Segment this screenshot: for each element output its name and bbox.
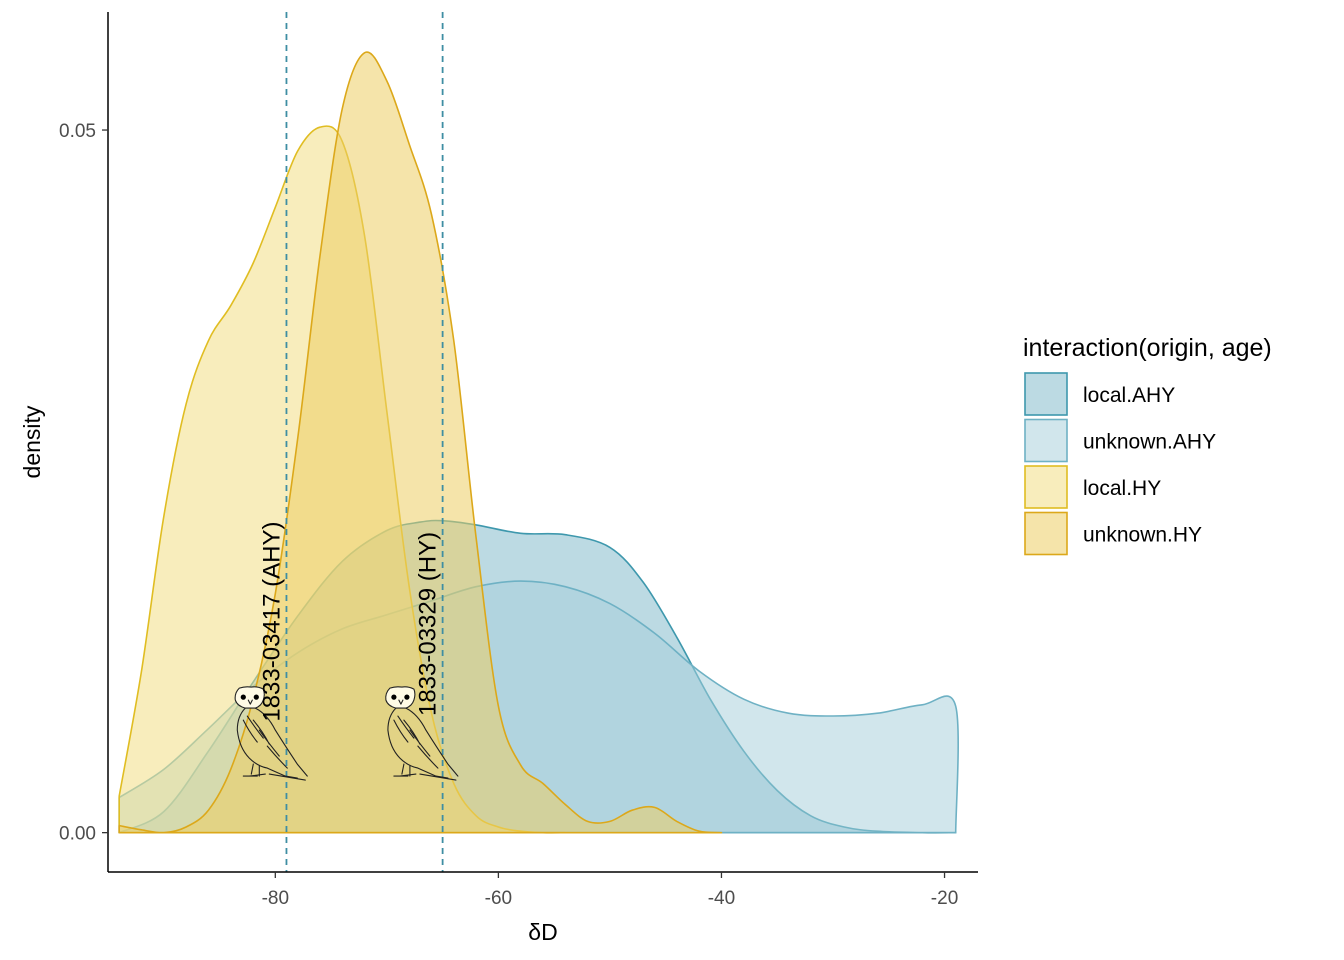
reference-lines bbox=[285, 12, 444, 872]
legend-swatch-local-ahy bbox=[1024, 372, 1068, 416]
density-areas bbox=[118, 51, 959, 834]
legend-swatch-unknown-hy bbox=[1024, 511, 1068, 556]
legend-label-unknown-hy: unknown.HY bbox=[1083, 524, 1202, 547]
legend-label-local-ahy: local.AHY bbox=[1083, 384, 1175, 407]
x-tick-label: -80 bbox=[262, 888, 289, 909]
owl-icons bbox=[234, 686, 459, 781]
legend-label-local-hy: local.HY bbox=[1083, 477, 1161, 500]
y-tick-label: 0.05 bbox=[59, 121, 96, 142]
annotation-2: 1833-03329 (HY) bbox=[415, 532, 442, 716]
annotations: 1833-03417 (AHY) 1833-03329 (HY) bbox=[258, 522, 441, 722]
legend-label-unknown-ahy: unknown.AHY bbox=[1083, 431, 1216, 454]
x-tick-label: -40 bbox=[708, 888, 735, 909]
owl-icon bbox=[385, 686, 459, 781]
legend-swatch-unknown-ahy bbox=[1024, 418, 1068, 463]
legend-title: interaction(origin, age) bbox=[1023, 334, 1272, 362]
density-area-unknown-hy bbox=[118, 51, 723, 834]
legend: interaction(origin, age) local.AHY unknown… bbox=[1023, 334, 1272, 556]
axes: -80 -60 -40 -20 0.00 0.05 δD density bbox=[19, 12, 978, 945]
legend-swatch-local-hy bbox=[1024, 465, 1068, 509]
owl-icon bbox=[234, 686, 308, 781]
x-axis-title: δD bbox=[528, 919, 557, 945]
annotation-1: 1833-03417 (AHY) bbox=[258, 522, 285, 722]
x-tick-label: -60 bbox=[485, 888, 512, 909]
y-tick-label: 0.00 bbox=[59, 824, 96, 845]
y-axis-title: density bbox=[19, 405, 45, 478]
x-tick-label: -20 bbox=[931, 888, 958, 909]
